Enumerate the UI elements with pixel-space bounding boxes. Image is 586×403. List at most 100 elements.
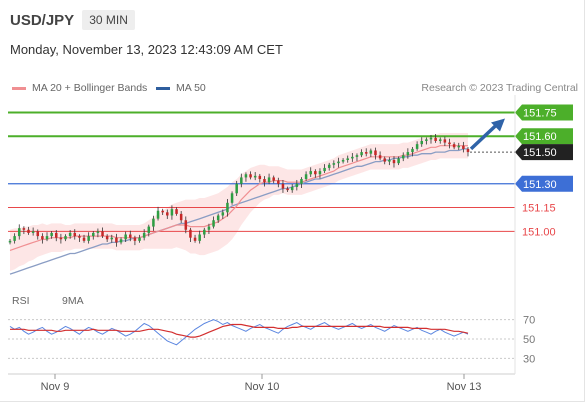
candle	[374, 147, 377, 160]
candle-body	[235, 183, 238, 194]
price-tag-151-50: 151.50	[515, 144, 573, 161]
candle	[360, 149, 363, 158]
candle-body	[462, 145, 465, 149]
candle-body	[156, 210, 160, 219]
candle-body	[129, 234, 132, 238]
candle-body	[300, 179, 303, 184]
candle	[295, 179, 299, 191]
forecast-arrow	[469, 123, 499, 151]
candle-body	[115, 237, 118, 243]
candle	[272, 175, 275, 184]
legend-ma20-label: MA 20 + Bollinger Bands	[32, 82, 148, 94]
candle-body	[179, 213, 183, 221]
candle	[226, 199, 229, 217]
candle	[337, 157, 340, 168]
candle-body	[457, 145, 461, 148]
candle-body	[258, 175, 262, 180]
price-tag-151-15: 151.15	[522, 203, 556, 215]
candle	[258, 173, 262, 183]
candle-body	[466, 148, 470, 153]
chart-header: USD/JPY 30 MIN	[10, 10, 135, 30]
price-tag-label: 151.00	[522, 226, 556, 238]
candle-body	[337, 161, 340, 164]
candle-body	[87, 236, 90, 241]
candle	[411, 147, 414, 157]
candle-body	[22, 228, 26, 230]
price-tag-label: 151.50	[523, 147, 557, 159]
candle	[286, 186, 289, 193]
forecast-arrow-head	[491, 118, 505, 132]
candle	[31, 227, 35, 236]
candle	[87, 232, 90, 244]
candle-body	[346, 158, 349, 160]
price-tag-box	[515, 144, 573, 161]
candle	[309, 167, 312, 177]
candle	[105, 234, 109, 242]
candle-body	[50, 232, 53, 237]
candle	[420, 137, 423, 147]
candle	[235, 180, 238, 196]
candle	[318, 168, 322, 179]
ma50-swatch	[156, 86, 170, 90]
candle-body	[82, 237, 86, 241]
candle	[462, 141, 465, 153]
time-label: Nov 10	[245, 381, 280, 393]
legend-9ma: 9MA	[62, 295, 84, 307]
candle	[156, 206, 160, 221]
candle-body	[249, 174, 252, 178]
candle-body	[110, 237, 114, 240]
candle-body	[101, 231, 104, 237]
candle	[184, 216, 188, 234]
candle	[68, 230, 72, 239]
candle-body	[17, 228, 21, 237]
candle-body	[452, 144, 456, 148]
candle-body	[78, 236, 81, 238]
candle-body	[253, 175, 257, 178]
candle	[304, 171, 308, 181]
candle	[300, 177, 303, 189]
candle-body	[332, 163, 336, 165]
candle	[142, 229, 146, 241]
candle-body	[184, 220, 188, 230]
candle	[22, 226, 26, 235]
candle	[101, 227, 104, 238]
candle	[124, 231, 127, 242]
candle-body	[406, 152, 410, 156]
candle	[50, 231, 53, 239]
candle-body	[318, 171, 322, 175]
candle-body	[175, 209, 178, 214]
candle	[249, 171, 252, 180]
candle-body	[240, 177, 243, 184]
candle	[332, 160, 336, 169]
candle-body	[378, 155, 382, 159]
candle-body	[281, 183, 285, 189]
candle-body	[364, 152, 368, 154]
price-tag-151-75: 151.75	[515, 104, 573, 121]
timeframe-badge[interactable]: 30 MIN	[82, 10, 135, 30]
candle-body	[216, 215, 220, 221]
price-tag-label: 151.75	[523, 107, 557, 119]
candle	[207, 223, 211, 235]
candle	[323, 164, 326, 173]
candle	[392, 156, 396, 168]
candle	[290, 184, 294, 193]
candle-body	[388, 160, 391, 162]
candle-body	[425, 139, 428, 141]
candle	[147, 224, 151, 237]
candle-body	[230, 193, 234, 203]
rsi-tick-30: 30	[523, 353, 535, 365]
candle	[383, 156, 386, 165]
candle	[138, 234, 141, 243]
candle	[193, 234, 197, 243]
candle-body	[323, 167, 326, 172]
candle	[8, 238, 12, 245]
candle-body	[105, 236, 109, 240]
candle-body	[198, 234, 201, 241]
candle	[466, 147, 470, 157]
candle-body	[96, 231, 100, 233]
candle-body	[411, 148, 414, 153]
candle-body	[290, 186, 294, 191]
candle	[438, 137, 442, 144]
